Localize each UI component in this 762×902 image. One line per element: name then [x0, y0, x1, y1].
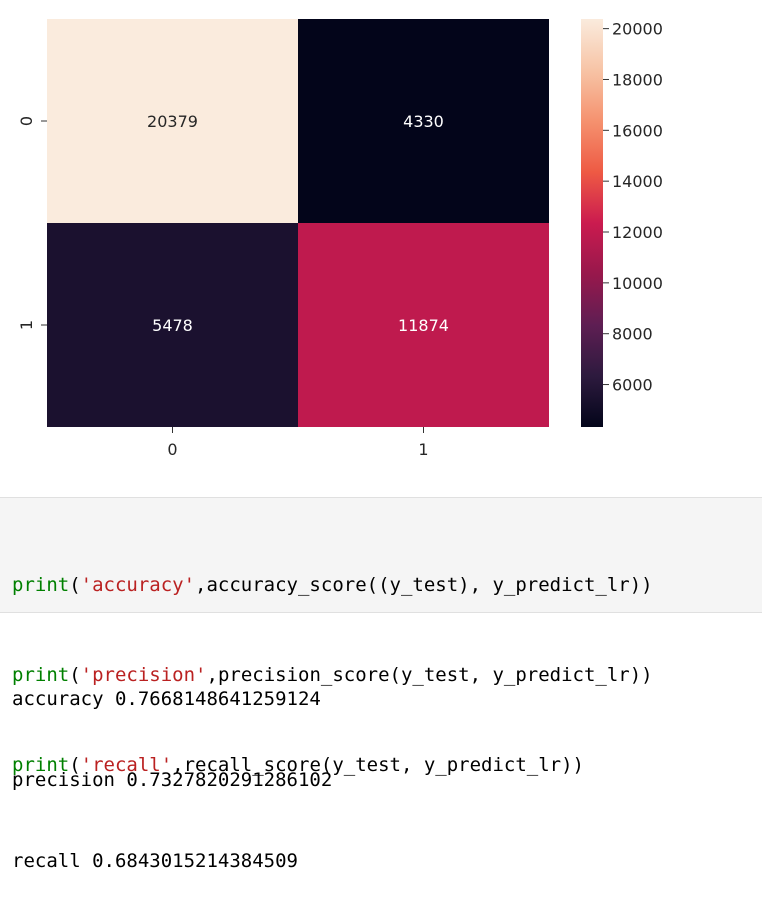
- colorbar-tick-label: 10000: [612, 274, 663, 293]
- code-rest: ,accuracy_score((y_test), y_predict_lr)): [195, 574, 653, 596]
- code-line-precision: print('precision',precision_score(y_test…: [12, 660, 762, 690]
- colorbar-tick-label: 14000: [612, 172, 663, 191]
- code-rest: ,precision_score(y_test, y_predict_lr)): [206, 664, 653, 686]
- colorbar-tick-label: 6000: [612, 376, 653, 395]
- heatmap-cell-1-0: [47, 223, 298, 427]
- colorbar-tick-label: 8000: [612, 325, 653, 344]
- code-paren: (: [69, 574, 81, 596]
- code-fn: print: [12, 664, 70, 686]
- output-line-accuracy: accuracy 0.7668148641259124: [12, 688, 321, 710]
- heatmap-cell-0-0: [47, 19, 298, 223]
- colorbar-tick-label: 12000: [612, 223, 663, 242]
- colorbar-tick-label: 16000: [612, 121, 663, 140]
- x-tick-label: 0: [167, 440, 177, 459]
- code-line-accuracy: print('accuracy',accuracy_score((y_test)…: [12, 570, 762, 600]
- cell-value-label: 20379: [147, 112, 198, 131]
- confusion-matrix-heatmap: 20379 4330 5478 11874 0 1 0 1 6000 8000 10000 120…: [17, 19, 663, 459]
- code-string: 'precision': [80, 664, 207, 686]
- colorbar-tick-label: 18000: [612, 70, 663, 89]
- heatmap-cell-1-1: [298, 223, 549, 427]
- code-cell[interactable]: print('accuracy',accuracy_score((y_test)…: [0, 497, 762, 776]
- output-line-recall: recall 0.6843015214384509: [12, 850, 298, 872]
- heatmap-cell-0-1: [298, 19, 549, 223]
- colorbar-tick-label: 20000: [612, 20, 663, 39]
- code-string: 'accuracy': [80, 574, 196, 596]
- code-fn: print: [12, 574, 70, 596]
- code-paren: (: [69, 664, 81, 686]
- cell-value-label: 11874: [398, 316, 449, 335]
- x-tick-label: 1: [418, 440, 428, 459]
- output-line-precision: precision 0.7327820291286102: [12, 769, 333, 791]
- y-tick-label: 1: [17, 320, 36, 330]
- cell-value-label: 4330: [403, 112, 444, 131]
- cell-value-label: 5478: [152, 316, 193, 335]
- colorbar: [581, 19, 603, 427]
- output-cell: accuracy 0.7668148641259124 precision 0.…: [0, 620, 762, 872]
- y-tick-label: 0: [17, 116, 36, 126]
